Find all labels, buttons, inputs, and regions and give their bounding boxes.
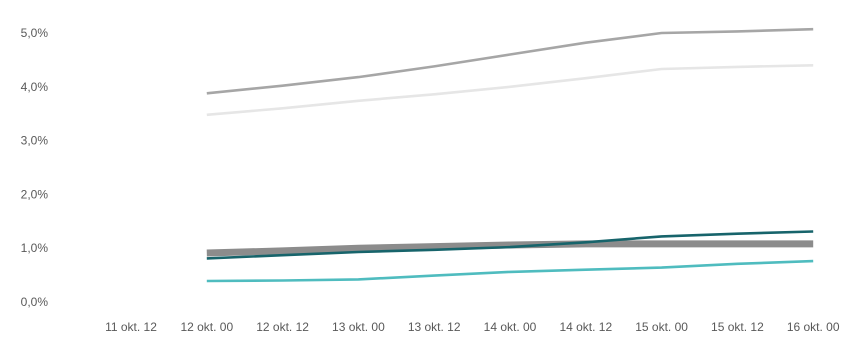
x-tick-label: 11 okt. 12 [105, 320, 157, 334]
series-line-4 [206, 230, 814, 260]
x-tick-label: 15 okt. 12 [711, 320, 764, 334]
y-tick-label: 5,0% [21, 26, 49, 40]
series-line-2 [206, 64, 814, 117]
x-tick-label: 14 okt. 12 [559, 320, 612, 334]
series-line-3 [206, 240, 814, 257]
x-tick-label: 16 okt. 00 [787, 320, 840, 334]
y-tick-label: 1,0% [21, 241, 49, 255]
y-tick-label: 0,0% [21, 295, 49, 309]
x-axis-labels: 11 okt. 12 12 okt. 00 12 okt. 12 13 okt. 00… [105, 320, 840, 334]
x-tick-label: 13 okt. 12 [408, 320, 461, 334]
x-tick-label: 14 okt. 00 [484, 320, 537, 334]
y-tick-label: 2,0% [21, 187, 49, 201]
x-tick-label: 15 okt. 00 [635, 320, 688, 334]
x-tick-label: 12 okt. 00 [180, 320, 233, 334]
y-tick-label: 3,0% [21, 134, 49, 148]
series-line-1 [206, 27, 814, 95]
y-axis-labels: 0,0% 1,0% 2,0% 3,0% 4,0% 5,0% [21, 26, 49, 309]
series-line-5 [206, 259, 814, 283]
x-tick-label: 12 okt. 12 [256, 320, 309, 334]
series-lines [206, 27, 814, 283]
x-tick-label: 13 okt. 00 [332, 320, 385, 334]
y-tick-label: 4,0% [21, 80, 49, 94]
